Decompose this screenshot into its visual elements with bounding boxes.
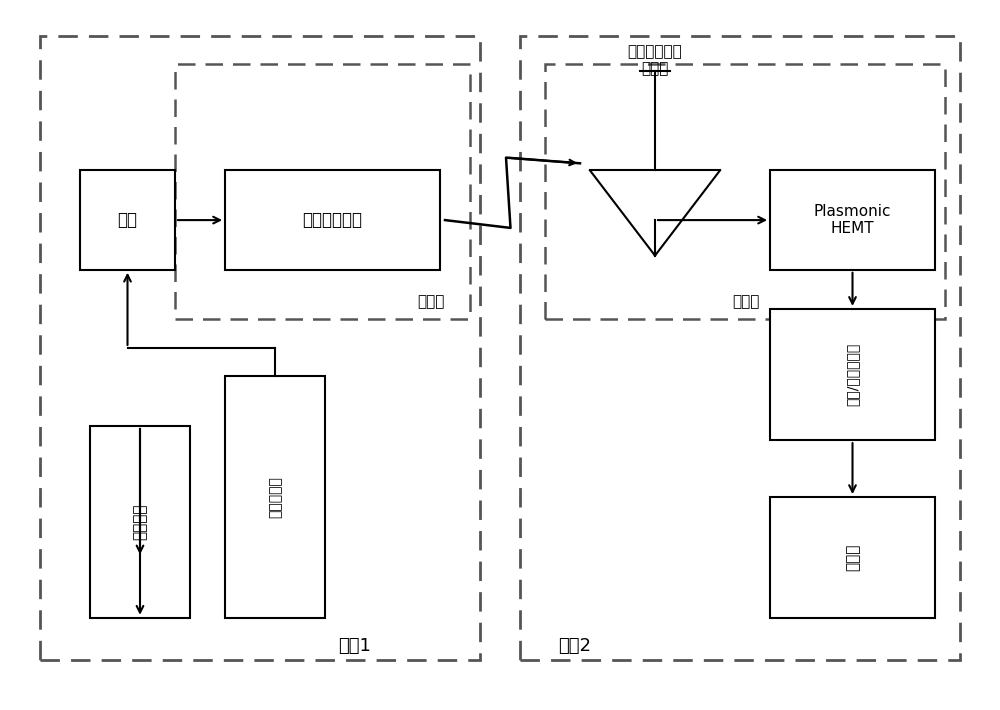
- Text: Plasmonic
HEMT: Plasmonic HEMT: [814, 204, 891, 236]
- Bar: [40, 36, 480, 660]
- Text: 粗捕获: 粗捕获: [418, 294, 445, 310]
- Bar: [770, 497, 935, 618]
- Text: 调制: 调制: [118, 211, 138, 229]
- Text: 压缩编码器: 压缩编码器: [268, 476, 282, 518]
- Text: 太赫兹泄漏波
天线阵: 太赫兹泄漏波 天线阵: [628, 44, 682, 77]
- Bar: [770, 309, 935, 440]
- Text: 太赫兹激光器: 太赫兹激光器: [302, 211, 362, 229]
- Text: 信息信源: 信息信源: [132, 503, 148, 540]
- Bar: [225, 170, 440, 270]
- Text: 卫星2: 卫星2: [558, 637, 592, 655]
- Bar: [770, 170, 935, 270]
- Text: 粗捕获: 粗捕获: [733, 294, 760, 310]
- Bar: [80, 170, 175, 270]
- Text: 卫星1: 卫星1: [339, 637, 371, 655]
- Bar: [175, 64, 470, 320]
- Bar: [520, 36, 960, 660]
- Bar: [545, 64, 945, 320]
- Text: 解调器: 解调器: [845, 544, 860, 571]
- Bar: [90, 426, 190, 618]
- Text: 数据/信号处理器: 数据/信号处理器: [846, 343, 860, 406]
- Bar: [225, 376, 325, 618]
